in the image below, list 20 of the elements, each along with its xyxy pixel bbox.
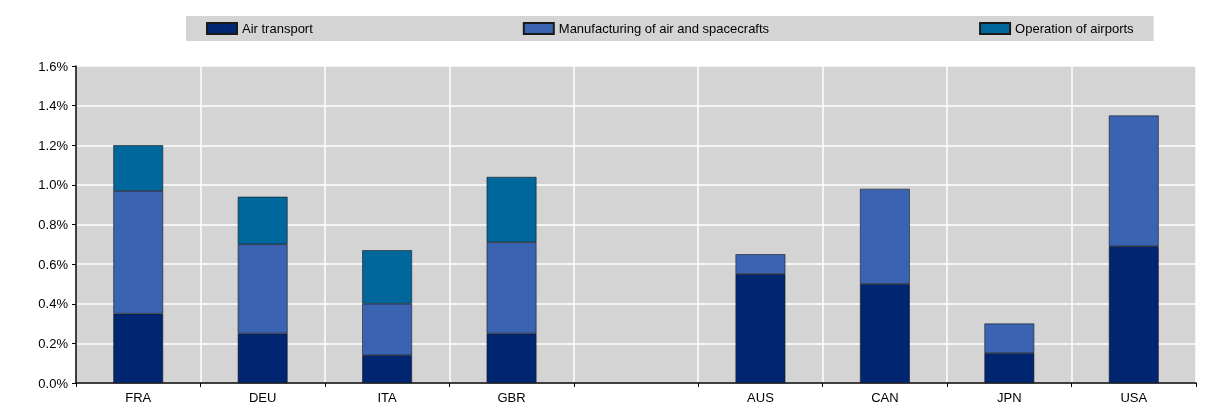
y-tick-label: 1.2% (38, 137, 69, 153)
x-tick-label: ITA (377, 390, 398, 405)
legend-label: Air transport (242, 21, 314, 36)
y-tick-label: 0.2% (38, 335, 69, 351)
x-tick-label: FRA (125, 390, 152, 405)
x-tick-label: USA (1120, 390, 1148, 405)
x-tick-label: CAN (871, 390, 899, 405)
x-tick-label: JPN (997, 390, 1022, 405)
y-tick-label: 0.0% (38, 375, 69, 391)
y-tick-label: 1.6% (38, 58, 69, 74)
y-tick-label: 0.8% (38, 217, 69, 232)
y-tick-label: 1.4% (38, 98, 69, 114)
y-tick-label: 1.0% (38, 177, 69, 193)
y-tick-label: 0.4% (38, 296, 69, 312)
x-tick-label: AUS (747, 390, 775, 405)
y-tick-label: 0.6% (38, 256, 69, 272)
x-tick-label: GBR (497, 390, 526, 405)
legend-label: Operation of airports (1015, 21, 1135, 36)
legend-label: Manufacturing of air and spacecrafts (558, 21, 770, 36)
x-tick-label: DEU (248, 390, 277, 405)
